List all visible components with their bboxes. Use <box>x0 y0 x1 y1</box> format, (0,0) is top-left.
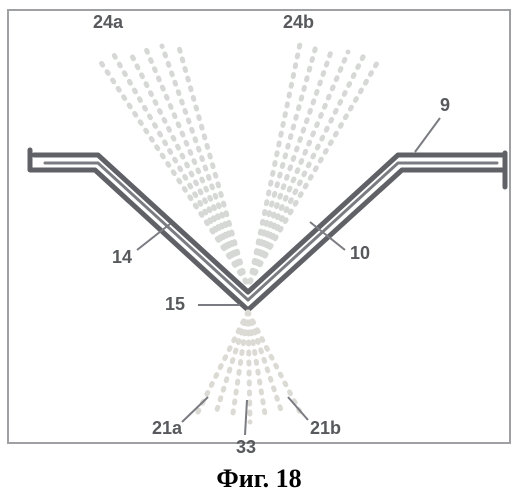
label-24a: 24a <box>93 12 124 32</box>
figure-caption: Фиг. 18 <box>216 464 301 493</box>
label-24b: 24b <box>283 12 314 32</box>
label-15: 15 <box>165 294 185 314</box>
label-10: 10 <box>350 243 370 263</box>
label-9: 9 <box>440 95 450 115</box>
label-14: 14 <box>112 247 132 267</box>
label-33: 33 <box>236 437 256 457</box>
label-21a: 21a <box>152 418 183 438</box>
label-21b: 21b <box>310 418 341 438</box>
